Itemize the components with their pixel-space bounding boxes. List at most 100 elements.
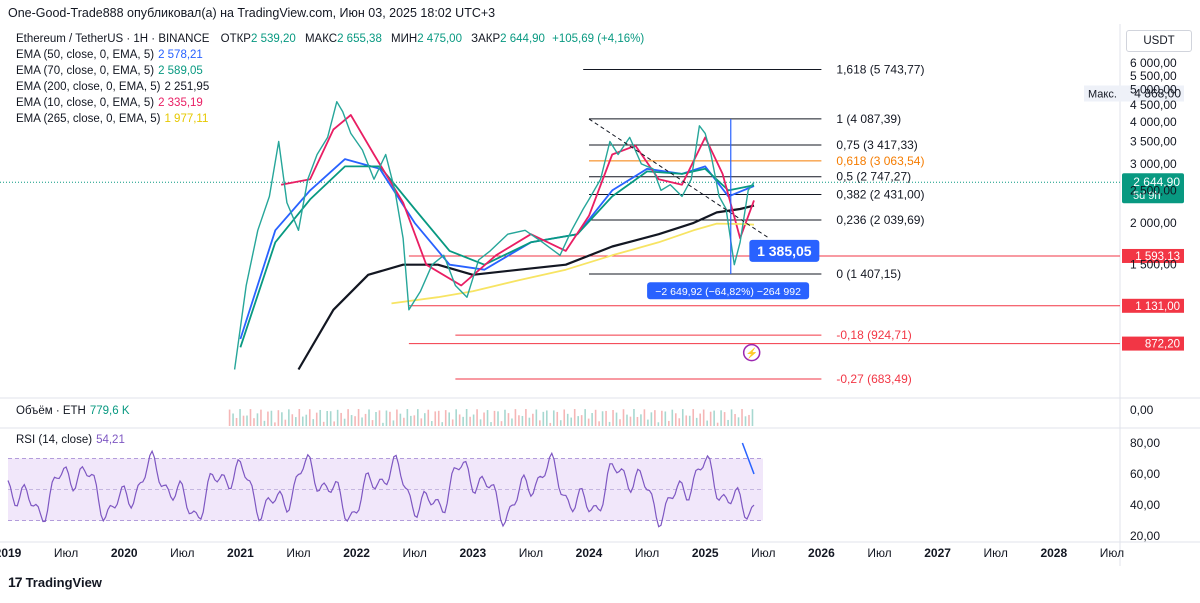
volume-label: Объём · ETH xyxy=(16,405,86,417)
volume-axis-label: 0,00 xyxy=(1130,403,1154,417)
volume-bar xyxy=(570,417,573,426)
ema-legend-265[interactable]: EMA (265, close, 0, EMA, 5) 1 977,11 xyxy=(16,113,208,125)
publisher-line: One-Good-Trade888 опубликовал(а) на Trad… xyxy=(8,6,496,20)
volume-bar xyxy=(274,422,276,426)
volume-bar xyxy=(608,421,611,426)
time-tick-label: Июл xyxy=(1100,546,1124,560)
volume-bar xyxy=(542,411,545,426)
time-tick-label: Июл xyxy=(286,546,310,560)
lightning-icon[interactable] xyxy=(742,343,761,362)
volume-bar xyxy=(406,409,409,426)
volume-bar xyxy=(242,415,245,426)
volume-bar xyxy=(514,409,517,426)
volume-bar xyxy=(295,417,297,426)
volume-bar xyxy=(532,413,534,426)
ema-label: EMA (70, close, 0, EMA, 5) xyxy=(16,65,155,77)
volume-bar xyxy=(674,413,677,426)
fib-level-label: 0,618 (3 063,54) xyxy=(836,154,924,168)
currency-button[interactable]: USDT xyxy=(1126,30,1192,52)
time-tick-label: Июл xyxy=(170,546,194,560)
volume-bar xyxy=(528,417,531,426)
fib-levels: 1,618 (5 743,77) 1 (4 087,39) 0,75 (3 417,… xyxy=(408,62,1184,386)
volume-bar xyxy=(573,409,576,426)
volume-bar xyxy=(751,409,754,426)
volume-bar xyxy=(423,413,426,426)
tradingview-logo[interactable]: 17 TradingView xyxy=(8,574,102,590)
open-value: 2 539,20 xyxy=(250,33,296,45)
volume-bar xyxy=(305,414,308,426)
ema-legend-50[interactable]: EMA (50, close, 0, EMA, 5) 2 578,21 xyxy=(16,49,203,61)
tradingview-logo-icon: 17 xyxy=(8,574,23,590)
volume-bar xyxy=(441,422,444,426)
volume-bar xyxy=(249,409,252,426)
symbol-legend[interactable]: Ethereum / TetherUS · 1H · BINANCE ОТКР2… xyxy=(16,33,644,45)
symbol-name[interactable]: Ethereum / TetherUS · 1H · BINANCE xyxy=(16,33,210,45)
max-marker-value: 4 868,00 xyxy=(1134,87,1181,101)
lightning-glyph: ⚡ xyxy=(745,347,757,360)
ema-label: EMA (265, close, 0, EMA, 5) xyxy=(16,113,161,125)
price-tick-label: 1 500,00 xyxy=(1130,258,1177,272)
volume-bar xyxy=(420,418,423,426)
time-tick-label: 2027 xyxy=(924,546,951,560)
volume-bar xyxy=(476,409,478,426)
time-tick-label: Июл xyxy=(635,546,659,560)
volume-bar xyxy=(678,418,681,426)
rsi-tick-label: 80,00 xyxy=(1130,436,1160,450)
ema-line xyxy=(239,165,755,348)
fib-level-label: 1 (4 087,39) xyxy=(836,112,901,126)
volume-bar xyxy=(277,410,280,426)
volume-bar xyxy=(228,409,231,426)
volume-bar xyxy=(559,420,562,426)
time-tick-label: Июл xyxy=(54,546,78,560)
time-tick-label: 2028 xyxy=(1040,546,1067,560)
volume-bar xyxy=(636,416,639,426)
overlays: 1 385,05 −2 649,92 (−64,82%) −264 992 Макс… xyxy=(588,85,1184,362)
ema-value: 2 335,19 xyxy=(158,97,203,109)
volume-bar xyxy=(713,410,715,426)
high-label: МАКС xyxy=(304,33,338,45)
time-tick-label: Июл xyxy=(403,546,427,560)
volume-bar xyxy=(465,409,468,426)
ema-value: 1 977,11 xyxy=(164,113,209,125)
volume-bar xyxy=(563,409,566,426)
volume-bar xyxy=(580,415,583,426)
volume-bar xyxy=(413,415,416,426)
current-price-countdown: 5d 9h xyxy=(1133,190,1161,202)
ema-legend-70[interactable]: EMA (70, close, 0, EMA, 5) 2 589,05 xyxy=(16,65,203,77)
volume-bar xyxy=(284,419,287,426)
time-tick-label: Июл xyxy=(751,546,775,560)
volume-bar xyxy=(270,410,273,426)
ema-legend-200[interactable]: EMA (200, close, 0, EMA, 5) 2 251,95 xyxy=(16,81,209,93)
volume-bar xyxy=(448,412,450,426)
price-series xyxy=(233,100,755,371)
ema-legend-10[interactable]: EMA (10, close, 0, EMA, 5) 2 335,19 xyxy=(16,97,203,109)
volume-bar xyxy=(326,411,328,426)
price-tick-label: 4 500,00 xyxy=(1130,98,1177,112)
volume-bar xyxy=(615,412,618,426)
ema-line xyxy=(280,114,755,287)
ema-value: 2 251,95 xyxy=(164,81,210,93)
volume-bar xyxy=(525,409,527,426)
open-label: ОТКР xyxy=(220,33,251,45)
volume-bar xyxy=(688,415,691,426)
volume-bar xyxy=(483,412,485,426)
support-level-tag xyxy=(1122,248,1184,263)
volume-bar xyxy=(322,421,325,426)
volume-bar xyxy=(591,413,593,426)
volume-bar xyxy=(647,419,649,426)
volume-bar xyxy=(392,420,395,426)
volume-bar xyxy=(577,416,579,426)
volume-bar xyxy=(619,419,621,426)
rsi-legend[interactable]: RSI (14, close) 54,21 xyxy=(16,434,125,446)
volume-legend[interactable]: Объём · ETH 779,6 K xyxy=(16,405,130,417)
volume-bar xyxy=(239,409,241,426)
volume-bar xyxy=(709,411,712,426)
volume-bar xyxy=(594,409,597,426)
rsi-tick-label: 20,00 xyxy=(1130,529,1160,543)
volume-bar xyxy=(584,409,586,426)
volume-bar xyxy=(535,409,538,426)
fib-level-label: 0,236 (2 039,69) xyxy=(836,213,924,227)
volume-bar xyxy=(626,414,628,426)
